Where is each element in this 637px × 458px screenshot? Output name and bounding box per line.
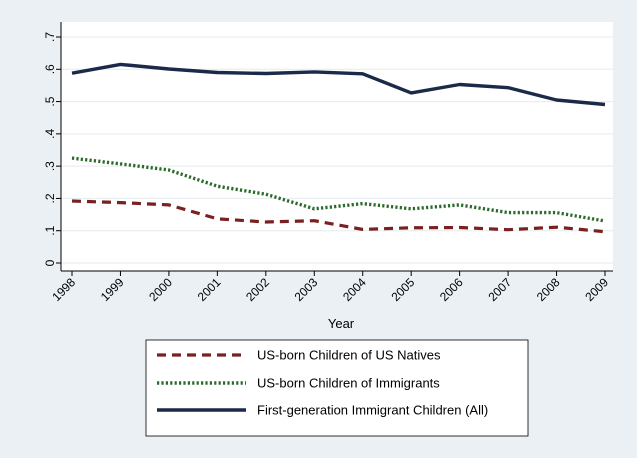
y-tick-label: .4 [43, 129, 57, 139]
legend-label: First-generation Immigrant Children (All… [257, 403, 488, 418]
y-tick-label: .2 [43, 193, 57, 203]
y-tick-label: .6 [43, 64, 57, 74]
legend-label: US-born Children of Immigrants [257, 376, 440, 391]
legend-label: US-born Children of US Natives [257, 348, 441, 363]
grid-lines [61, 36, 613, 264]
plot-area [61, 22, 613, 271]
y-tick-label: .7 [43, 32, 57, 42]
x-axis-label: Year [328, 316, 355, 331]
y-tick-label: .3 [43, 161, 57, 171]
series-lines [71, 62, 606, 234]
y-tick-label: 0 [43, 259, 57, 266]
series-line [71, 62, 606, 107]
series-line [71, 156, 606, 223]
legend: US-born Children of US Natives US-born Ch… [145, 339, 529, 437]
y-tick-label: .5 [43, 96, 57, 106]
y-tick-label: .1 [43, 225, 57, 235]
